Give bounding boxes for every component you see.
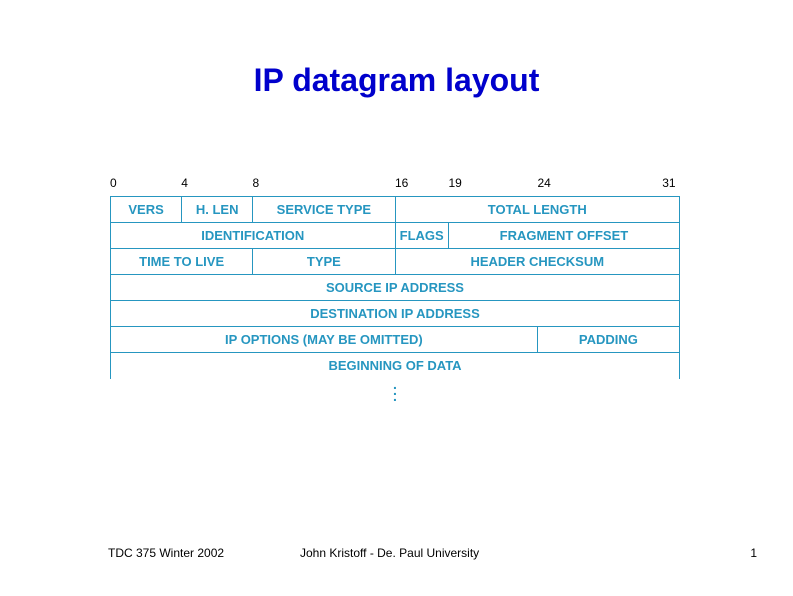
field-data: BEGINNING OF DATA [111,353,680,379]
field-flags: FLAGS [395,223,448,249]
row-7: BEGINNING OF DATA [111,353,680,379]
field-total-length: TOTAL LENGTH [395,197,680,223]
footer-page-num: 1 [750,546,757,560]
bit-0: 0 [110,176,117,190]
row-5: DESTINATION IP ADDRESS [111,301,680,327]
row-3: TIME TO LIVE TYPE HEADER CHECKSUM [111,249,680,275]
bit-16: 16 [395,176,408,190]
row-6: IP OPTIONS (MAY BE OMITTED) PADDING [111,327,680,353]
field-source-ip: SOURCE IP ADDRESS [111,275,680,301]
field-dest-ip: DESTINATION IP ADDRESS [111,301,680,327]
header-table: VERS H. LEN SERVICE TYPE TOTAL LENGTH ID… [110,196,680,379]
field-checksum: HEADER CHECKSUM [395,249,680,275]
field-fragment-offset: FRAGMENT OFFSET [448,223,679,249]
field-options: IP OPTIONS (MAY BE OMITTED) [111,327,538,353]
field-service-type: SERVICE TYPE [253,197,395,223]
footer-course: TDC 375 Winter 2002 [108,546,224,560]
field-ttl: TIME TO LIVE [111,249,253,275]
bit-8: 8 [253,176,260,190]
field-hlen: H. LEN [182,197,253,223]
bit-ruler: 0 4 8 16 19 24 31 [110,176,680,196]
ellipsis-icon: ... [110,379,680,400]
footer-author: John Kristoff - De. Paul University [300,546,479,560]
bit-4: 4 [181,176,188,190]
bit-19: 19 [448,176,461,190]
row-4: SOURCE IP ADDRESS [111,275,680,301]
row-1: VERS H. LEN SERVICE TYPE TOTAL LENGTH [111,197,680,223]
field-type: TYPE [253,249,395,275]
slide-title: IP datagram layout [0,0,793,99]
field-vers: VERS [111,197,182,223]
bit-24: 24 [538,176,551,190]
field-padding: PADDING [537,327,679,353]
field-identification: IDENTIFICATION [111,223,396,249]
ip-header-diagram: 0 4 8 16 19 24 31 VERS H. LEN SERVICE TY… [110,176,680,399]
row-2: IDENTIFICATION FLAGS FRAGMENT OFFSET [111,223,680,249]
bit-31: 31 [662,176,675,190]
